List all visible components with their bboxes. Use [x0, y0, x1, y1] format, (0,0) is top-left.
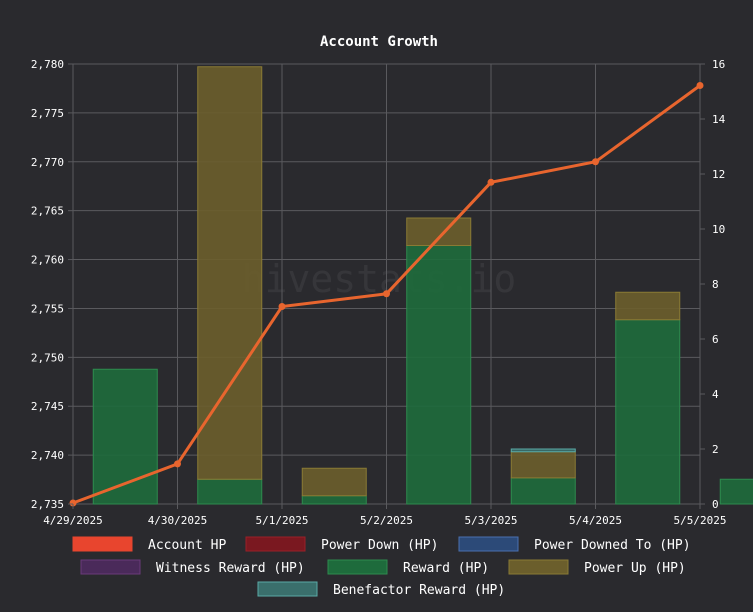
- legend-swatch: [245, 536, 306, 552]
- bar-reward-hp: [510, 477, 576, 505]
- bar-reward-hp: [301, 495, 367, 505]
- bar-reward-hp: [615, 319, 681, 505]
- y-right-tick-label: 6: [712, 333, 719, 346]
- account-hp-point: [487, 178, 495, 186]
- grid-lines: [72, 63, 701, 505]
- legend: Account HP Power Down (HP) Power Downed To…: [72, 536, 691, 598]
- legend-swatch: [508, 559, 569, 575]
- y-right-tick-label: 4: [712, 388, 719, 401]
- y-right-tick-label: 10: [712, 223, 725, 236]
- legend-label: Benefactor Reward (HP): [333, 583, 505, 598]
- y-left-tick-label: 2,770: [31, 156, 64, 169]
- bar-power-up-hp: [197, 66, 263, 480]
- y-left-tick-label: 2,735: [31, 498, 64, 511]
- account-hp-point: [383, 290, 390, 298]
- account-hp-line-group: [69, 82, 704, 507]
- y-left-tick-label: 2,760: [31, 254, 64, 267]
- x-tick-label: 5/1/2025: [256, 514, 309, 527]
- bar-reward-hp: [197, 478, 263, 505]
- bar-power-up-hp: [615, 291, 681, 321]
- y-right-tick-label: 2: [712, 443, 719, 456]
- x-tick-label: 5/4/2025: [569, 514, 622, 527]
- chart-title: Account Growth: [320, 34, 438, 50]
- legend-label: Witness Reward (HP): [156, 561, 305, 576]
- bar-reward-hp: [719, 478, 753, 505]
- legend-label: Power Downed To (HP): [534, 538, 691, 553]
- legend-swatch: [327, 559, 388, 575]
- legend-swatch: [72, 536, 133, 552]
- legend-label: Power Up (HP): [584, 561, 686, 576]
- bar-benefactor-reward-hp: [510, 448, 576, 453]
- legend-swatch: [80, 559, 141, 575]
- account-hp-point: [69, 499, 77, 507]
- account-hp-point: [174, 460, 181, 468]
- y-right-tick-label: 14: [712, 113, 726, 126]
- y-left-tick-label: 2,750: [31, 351, 64, 364]
- legend-label: Power Down (HP): [321, 538, 438, 553]
- legend-swatch: [458, 536, 519, 552]
- bar-series-group: [92, 66, 753, 505]
- account-hp-point: [278, 302, 286, 310]
- y-left-tick-label: 2,765: [31, 205, 64, 218]
- y-left-tick-label: 2,755: [31, 302, 64, 315]
- account-hp-point: [696, 82, 704, 90]
- x-tick-label: 4/29/2025: [43, 514, 103, 527]
- bar-reward-hp: [406, 245, 472, 505]
- account-hp-point: [592, 158, 599, 166]
- bar-power-up-hp: [510, 451, 576, 479]
- y-right-tick-label: 0: [712, 498, 719, 511]
- y-left-tick-label: 2,740: [31, 449, 64, 462]
- y-right-tick-label: 16: [712, 58, 725, 71]
- x-tick-label: 5/3/2025: [465, 514, 518, 527]
- x-tick-label: 5/5/2025: [674, 514, 727, 527]
- bar-reward-hp: [92, 368, 158, 505]
- bar-power-up-hp: [406, 217, 472, 246]
- axes: 2,735 2,740 2,745 2,750 2,755 2,760 2,765 2,770…: [31, 58, 727, 527]
- y-left-tick-label: 2,745: [31, 400, 64, 413]
- x-tick-label: 5/2/2025: [360, 514, 413, 527]
- bar-power-up-hp: [301, 467, 367, 497]
- legend-label: Account HP: [148, 538, 226, 553]
- legend-swatch: [257, 581, 318, 597]
- y-right-tick-label: 8: [712, 278, 719, 291]
- legend-label: Reward (HP): [403, 561, 489, 576]
- x-tick-label: 4/30/2025: [148, 514, 208, 527]
- y-left-tick-label: 2,775: [31, 107, 64, 120]
- y-left-tick-label: 2,780: [31, 58, 64, 71]
- y-right-tick-label: 12: [712, 168, 725, 181]
